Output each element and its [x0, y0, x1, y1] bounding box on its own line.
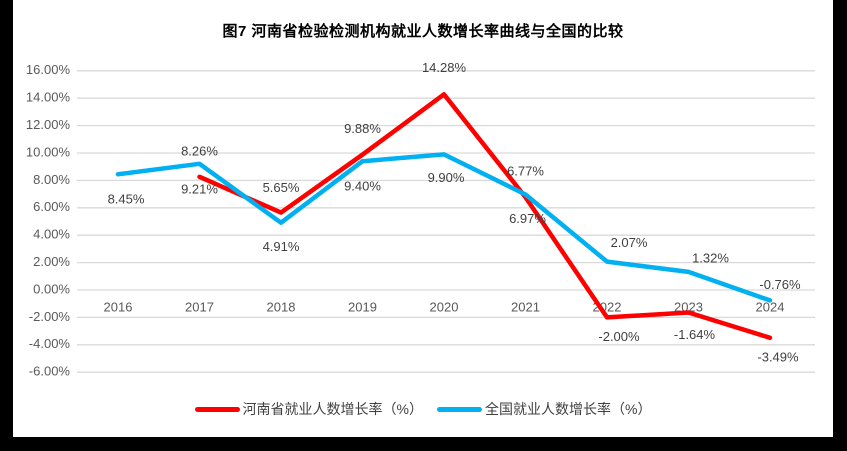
henan-line [197, 92, 773, 341]
y-axis-tick-label: 16.00% [26, 62, 71, 77]
y-axis-tick-label: 14.00% [26, 90, 71, 105]
data-label: 9.90% [428, 170, 465, 185]
y-axis-tick-label: -6.00% [29, 364, 71, 379]
data-label: 1.32% [692, 250, 729, 265]
data-label: 14.28% [422, 60, 467, 75]
data-label: 9.21% [181, 181, 218, 196]
legend-label-national: 全国就业人数增长率（%） [485, 401, 652, 417]
y-axis-tick-label: 4.00% [33, 227, 70, 242]
x-axis-tick-label: 2021 [511, 299, 540, 314]
data-label: 8.45% [108, 192, 145, 207]
x-axis-tick-label: 2020 [430, 299, 459, 314]
x-axis-tick-label: 2018 [267, 299, 296, 314]
x-axis-tick-label: 2016 [104, 299, 133, 314]
data-label: 9.88% [344, 121, 381, 136]
data-label: 2.07% [611, 235, 648, 250]
legend-item-henan: 河南省就业人数增长率（%） [194, 399, 423, 419]
x-axis-tick-label: 2019 [348, 299, 377, 314]
legend: 河南省就业人数增长率（%） 全国就业人数增长率（%） [13, 399, 833, 419]
y-axis-tick-label: 10.00% [26, 144, 71, 159]
data-label: -1.64% [674, 327, 716, 342]
y-axis-tick-label: 12.00% [26, 117, 71, 132]
national-line-swatch [437, 406, 482, 412]
data-label: -3.49% [757, 349, 799, 364]
data-label: -2.00% [598, 329, 640, 344]
y-axis-tick-label: 2.00% [33, 254, 70, 269]
y-axis-tick-label: -2.00% [29, 309, 71, 324]
national-line [115, 152, 773, 303]
y-axis-tick-label: 0.00% [33, 281, 70, 296]
chart-canvas: 图7 河南省检验检测机构就业人数增长率曲线与全国的比较 16.00% 14.00%… [13, 0, 833, 437]
x-axis-tick-label: 2017 [185, 299, 214, 314]
line-chart-plot: 16.00% 14.00% 12.00% 10.00% 8.00% 6.00% 4.00% 2… [26, 60, 815, 379]
data-label: 5.65% [263, 180, 300, 195]
x-axis-tick-label: 2024 [756, 299, 785, 314]
y-axis-tick-label: -4.00% [29, 336, 71, 351]
data-label: 4.91% [263, 239, 300, 254]
y-axis-tick-label: 6.00% [33, 199, 70, 214]
henan-line-swatch [194, 406, 240, 412]
data-label: -0.76% [759, 277, 801, 292]
y-axis-tick-label: 8.00% [33, 172, 70, 187]
legend-label-henan: 河南省就业人数增长率（%） [242, 401, 423, 417]
chart-title: 图7 河南省检验检测机构就业人数增长率曲线与全国的比较 [222, 23, 624, 40]
legend-item-national: 全国就业人数增长率（%） [437, 399, 651, 419]
data-label: 6.77% [507, 164, 544, 179]
data-label: 6.97% [509, 211, 546, 226]
data-label: 9.40% [344, 179, 381, 194]
data-label: 8.26% [181, 143, 218, 158]
